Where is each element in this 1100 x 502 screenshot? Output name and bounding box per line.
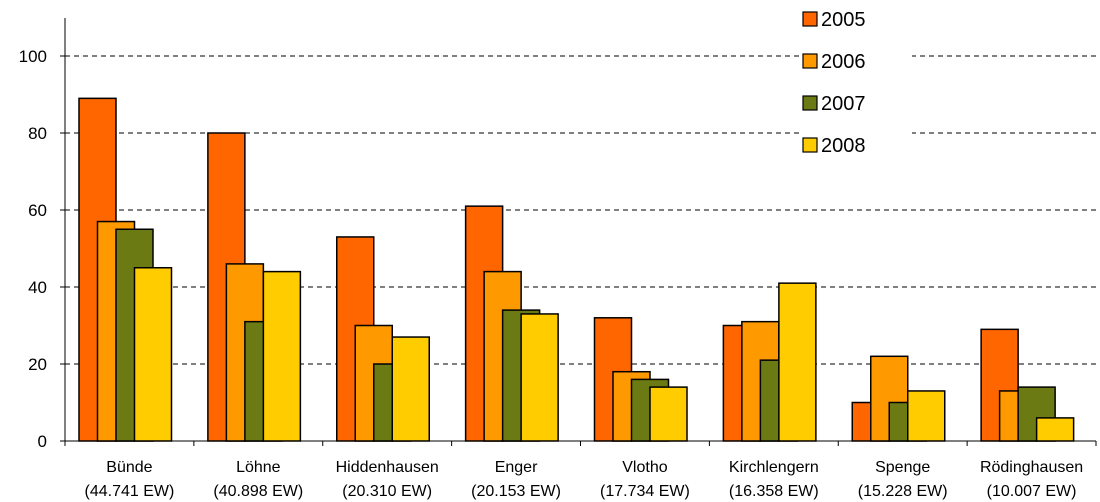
category-label-3: Enger: [495, 459, 538, 476]
y-tick-label-40: 40: [28, 278, 47, 297]
bar-2008-1: [262, 270, 302, 442]
legend-label-2005: 2005: [821, 9, 866, 31]
y-tick-label-0: 0: [38, 432, 47, 451]
category-label-7: Rödinghausen: [980, 459, 1083, 476]
category-sublabel-7: (10.007 EW): [987, 483, 1077, 500]
category-sublabel-5: (16.358 EW): [729, 483, 819, 500]
y-tick-label-80: 80: [28, 124, 47, 143]
legend-swatch-2005: [802, 11, 818, 27]
y-tick-label-60: 60: [28, 201, 47, 220]
axes: [60, 18, 1097, 446]
category-sublabel-6: (15.228 EW): [858, 483, 948, 500]
category-label-2: Hiddenhausen: [336, 459, 439, 476]
bar-2008-6: [907, 390, 946, 442]
tick-labels: 0 20 40 60 80 100 Bünde (44.741 EW) Löhne (40.898…: [19, 47, 1084, 500]
category-sublabel-3: (20.153 EW): [471, 483, 561, 500]
legend: 2005 2006 2007 2008: [800, 4, 912, 164]
bar-2008-2: [391, 336, 430, 442]
category-sublabel-4: (17.734 EW): [600, 483, 690, 500]
category-label-5: Kirchlengern: [729, 459, 819, 476]
bar-2008-7: [1035, 417, 1075, 442]
bar-2008-3: [520, 313, 559, 442]
legend-label-2008: 2008: [821, 135, 866, 157]
category-label-1: Löhne: [236, 459, 281, 476]
category-sublabel-0: (44.741 EW): [85, 483, 175, 500]
legend-label-2006: 2006: [821, 51, 866, 73]
category-label-4: Vlotho: [622, 459, 667, 476]
legend-swatch-2008: [802, 137, 818, 153]
category-sublabel-2: (20.310 EW): [342, 483, 432, 500]
y-tick-label-20: 20: [28, 355, 47, 374]
bar-2008-5: [778, 282, 817, 442]
legend-label-2007: 2007: [821, 93, 866, 115]
bar-2008-0: [133, 267, 173, 442]
category-sublabel-1: (40.898 EW): [213, 483, 303, 500]
legend-swatch-2006: [802, 53, 818, 69]
bar-2008-4: [649, 386, 688, 442]
y-tick-label-100: 100: [19, 47, 47, 66]
legend-background: [800, 4, 912, 164]
legend-swatch-2007: [802, 95, 818, 111]
category-label-0: Bünde: [106, 459, 152, 476]
category-label-6: Spenge: [875, 459, 930, 476]
bars: [78, 97, 1075, 442]
